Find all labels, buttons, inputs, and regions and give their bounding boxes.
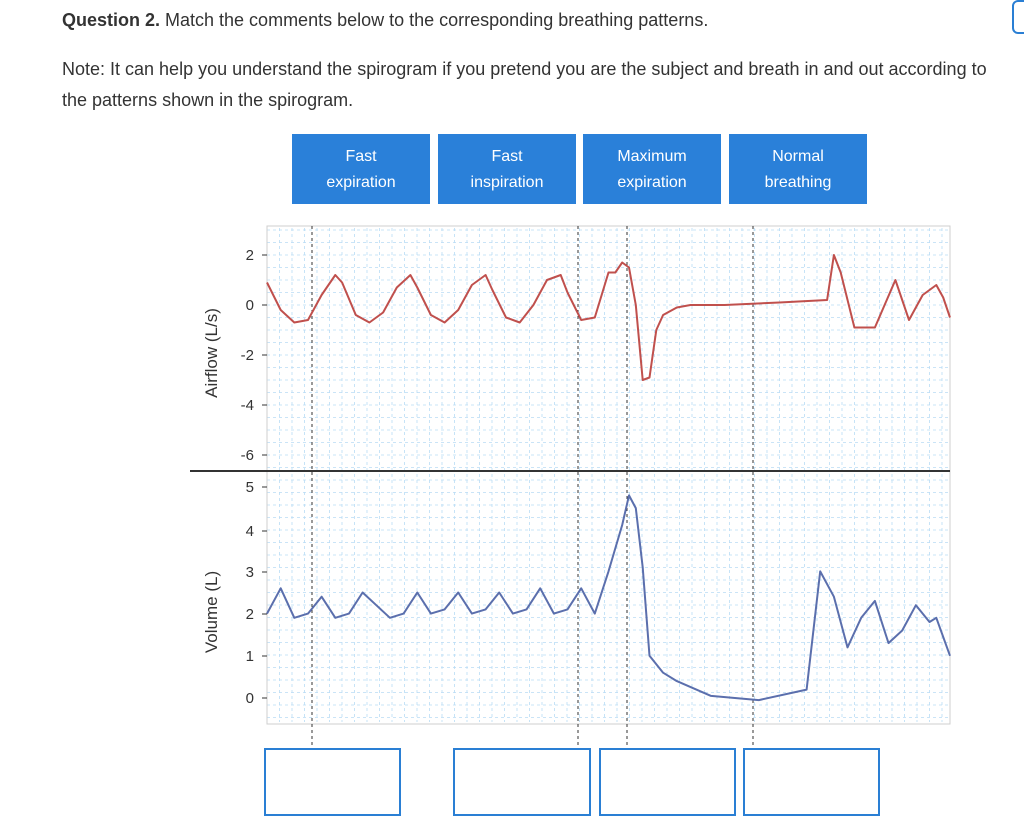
airflow-y-axis: 2 0 -2 -4 -6 [241, 247, 267, 464]
y-tick-label: 0 [246, 297, 254, 314]
chip-label-line1: Fast [491, 148, 523, 165]
question-number: Question 2. [62, 10, 161, 30]
y-tick-label: -4 [241, 397, 254, 414]
y-tick-label: 0 [246, 690, 254, 707]
y-tick-label: 3 [246, 564, 254, 581]
chip-label-line2: expiration [326, 174, 396, 191]
y-tick-label: 1 [246, 648, 254, 665]
question-text: Match the comments below to the correspo… [160, 10, 709, 30]
volume-axis-title: Volume (L) [202, 571, 221, 653]
airflow-series-line [266, 254, 951, 381]
chip-label-line1: Normal [772, 148, 824, 165]
question-heading: Question 2. Match the comments below to … [62, 8, 708, 32]
drag-chip-maximum-expiration[interactable]: Maximum expiration [583, 134, 721, 204]
question-note: Note: It can help you understand the spi… [62, 59, 987, 110]
chip-label-line2: expiration [617, 174, 687, 191]
chip-label-line2: inspiration [470, 174, 544, 191]
drag-chip-fast-expiration[interactable]: Fast expiration [292, 134, 430, 204]
chip-label-line1: Fast [345, 148, 377, 165]
chip-label-line2: breathing [764, 174, 832, 191]
airflow-axis-title: Airflow (L/s) [202, 308, 221, 398]
spirogram-grid [266, 228, 950, 722]
chip-label-line1: Maximum [617, 148, 687, 165]
drop-target-2[interactable] [453, 748, 591, 816]
section-dividers [311, 226, 754, 746]
y-tick-label: 5 [246, 479, 254, 496]
plot-frame [266, 225, 951, 725]
y-tick-label: -6 [241, 447, 254, 464]
drag-chip-normal-breathing[interactable]: Normal breathing [729, 134, 867, 204]
drop-target-3[interactable] [599, 748, 736, 816]
y-tick-label: 2 [246, 606, 254, 623]
flag-checkbox[interactable] [1012, 0, 1024, 34]
drag-chip-fast-inspiration[interactable]: Fast inspiration [438, 134, 576, 204]
y-tick-label: -2 [241, 347, 254, 364]
volume-series-line [266, 494, 951, 702]
drop-target-4[interactable] [743, 748, 880, 816]
y-tick-label: 2 [246, 247, 254, 264]
drop-target-1[interactable] [264, 748, 401, 816]
y-tick-label: 4 [246, 523, 254, 540]
volume-y-axis: 5 4 3 2 1 0 [246, 479, 267, 707]
